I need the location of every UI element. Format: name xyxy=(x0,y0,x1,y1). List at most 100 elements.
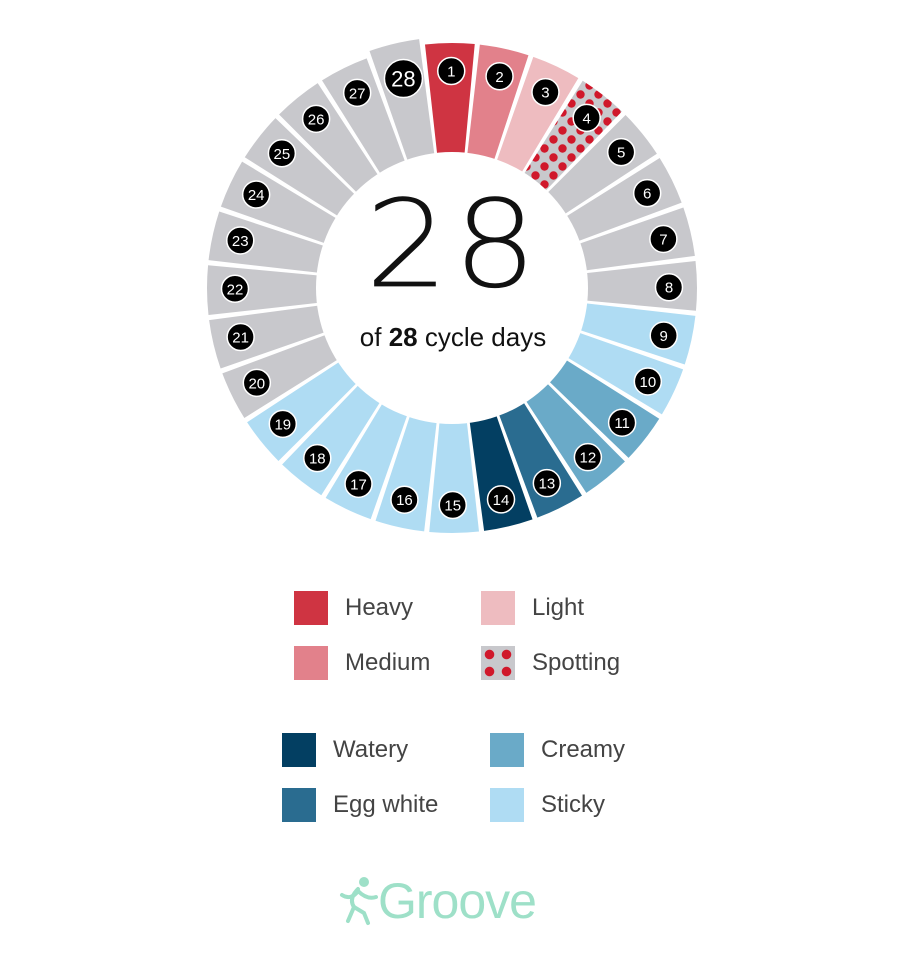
day-badge-28 xyxy=(383,58,424,99)
cycle-ring: 1 234567891011121314151617181920212223242… xyxy=(207,39,697,533)
day-label-27: 27 xyxy=(349,85,366,102)
day-label-28: 28 xyxy=(391,67,415,92)
day-segment-21[interactable] xyxy=(209,305,326,369)
day-label-1: 1 xyxy=(447,64,455,81)
day-badge-3 xyxy=(531,77,560,107)
day-badge-2 xyxy=(485,62,514,91)
caption-total: 28 xyxy=(388,322,418,352)
caption-suffix: cycle days xyxy=(424,322,547,352)
day-label-22: 22 xyxy=(227,281,244,298)
brand-name: Groove xyxy=(378,873,537,929)
day-label-10: 10 xyxy=(639,374,656,391)
legend-label: Watery xyxy=(333,736,409,763)
day-label-23: 23 xyxy=(232,233,249,250)
cycle-day-caption: of 28 cycle days xyxy=(300,322,606,353)
legend-item-spotting: Spotting xyxy=(481,645,620,681)
caption-prefix: of xyxy=(359,322,382,352)
spotting-swatch xyxy=(481,646,515,680)
day-segment-6[interactable] xyxy=(565,158,682,242)
day-label-20: 20 xyxy=(248,375,265,392)
day-badge-24 xyxy=(241,180,271,209)
day-badge-10 xyxy=(633,367,663,396)
light-swatch xyxy=(481,591,515,625)
day-segment-5[interactable] xyxy=(546,115,657,215)
legend-label: Spotting xyxy=(532,649,621,676)
day-label-16: 16 xyxy=(396,492,413,509)
day-label-18: 18 xyxy=(309,451,326,468)
day-label-9: 9 xyxy=(660,328,668,345)
egg-white-swatch xyxy=(282,788,316,822)
legend-item-creamy: Creamy xyxy=(490,732,625,768)
day-badge-27 xyxy=(342,78,372,108)
day-badge-23 xyxy=(226,226,255,255)
legend-item-medium: Medium xyxy=(294,645,430,681)
day-badge-15 xyxy=(438,490,468,520)
day-label-25: 25 xyxy=(274,146,291,163)
day-label-8: 8 xyxy=(665,280,673,297)
day-segment-26[interactable] xyxy=(279,83,379,194)
day-badge-25 xyxy=(267,139,297,168)
day-badge-4 xyxy=(572,103,601,133)
day-label-21: 21 xyxy=(232,330,249,347)
creamy-swatch xyxy=(490,733,524,767)
day-label-24: 24 xyxy=(248,187,265,204)
day-badge-13 xyxy=(532,468,562,498)
day-segment-20[interactable] xyxy=(222,334,339,418)
legend-label: Egg white xyxy=(333,791,439,818)
watery-swatch xyxy=(282,733,316,767)
legend-item-sticky: Sticky xyxy=(490,787,605,823)
legend-item-heavy: Heavy xyxy=(294,590,413,626)
day-badge-20 xyxy=(242,368,272,398)
day-badge-6 xyxy=(632,178,662,208)
day-badge-7 xyxy=(649,224,678,254)
day-badge-26 xyxy=(301,104,331,134)
day-label-17: 17 xyxy=(350,476,367,493)
cycle-day-count: 28 xyxy=(365,174,541,316)
day-badge-11 xyxy=(607,408,637,437)
day-segment-13[interactable] xyxy=(498,401,582,518)
day-label-19: 19 xyxy=(274,416,291,433)
legend-label: Creamy xyxy=(541,736,626,763)
day-label-6: 6 xyxy=(643,186,651,203)
legend-label: Medium xyxy=(345,649,431,676)
day-badge-1 xyxy=(436,56,466,86)
day-badge-21 xyxy=(226,322,255,352)
day-label-5: 5 xyxy=(617,145,625,162)
legend-item-egg-white: Egg white xyxy=(282,787,438,823)
day-badge-5 xyxy=(606,137,636,167)
day-badge-19 xyxy=(268,409,298,439)
day-label-11: 11 xyxy=(614,415,630,432)
sticky-swatch xyxy=(490,788,524,822)
legend-label: Light xyxy=(532,594,585,621)
day-segment-14[interactable] xyxy=(469,414,533,531)
day-label-3: 3 xyxy=(541,85,549,102)
groove-logo: Groove xyxy=(338,872,537,930)
day-label-14: 14 xyxy=(493,492,510,509)
day-label-12: 12 xyxy=(580,450,597,467)
legend-item-watery: Watery xyxy=(282,732,408,768)
ring-center xyxy=(316,152,588,424)
day-label-7: 7 xyxy=(659,231,667,248)
day-segment-27[interactable] xyxy=(322,58,406,175)
day-label-4: 4 xyxy=(583,110,591,127)
day-badge-8 xyxy=(654,272,684,302)
day-segment-12[interactable] xyxy=(525,382,625,493)
heavy-swatch xyxy=(294,591,328,625)
day-segment-7[interactable] xyxy=(578,207,695,271)
day-badge-16 xyxy=(390,485,419,514)
legend-label: Heavy xyxy=(345,594,414,621)
day-badge-14 xyxy=(486,485,516,514)
day-label-26: 26 xyxy=(308,111,325,128)
day-badge-18 xyxy=(303,443,332,473)
legend-item-light: Light xyxy=(481,590,584,626)
day-label-13: 13 xyxy=(538,476,555,493)
day-label-2: 2 xyxy=(495,69,503,86)
day-badge-22 xyxy=(220,274,250,304)
running-figure-icon xyxy=(340,877,378,925)
medium-swatch xyxy=(294,646,328,680)
day-badge-9 xyxy=(649,321,678,350)
day-badge-17 xyxy=(344,469,373,499)
day-segment-19[interactable] xyxy=(247,361,358,461)
day-label-15: 15 xyxy=(444,497,461,514)
day-badge-12 xyxy=(573,442,603,472)
